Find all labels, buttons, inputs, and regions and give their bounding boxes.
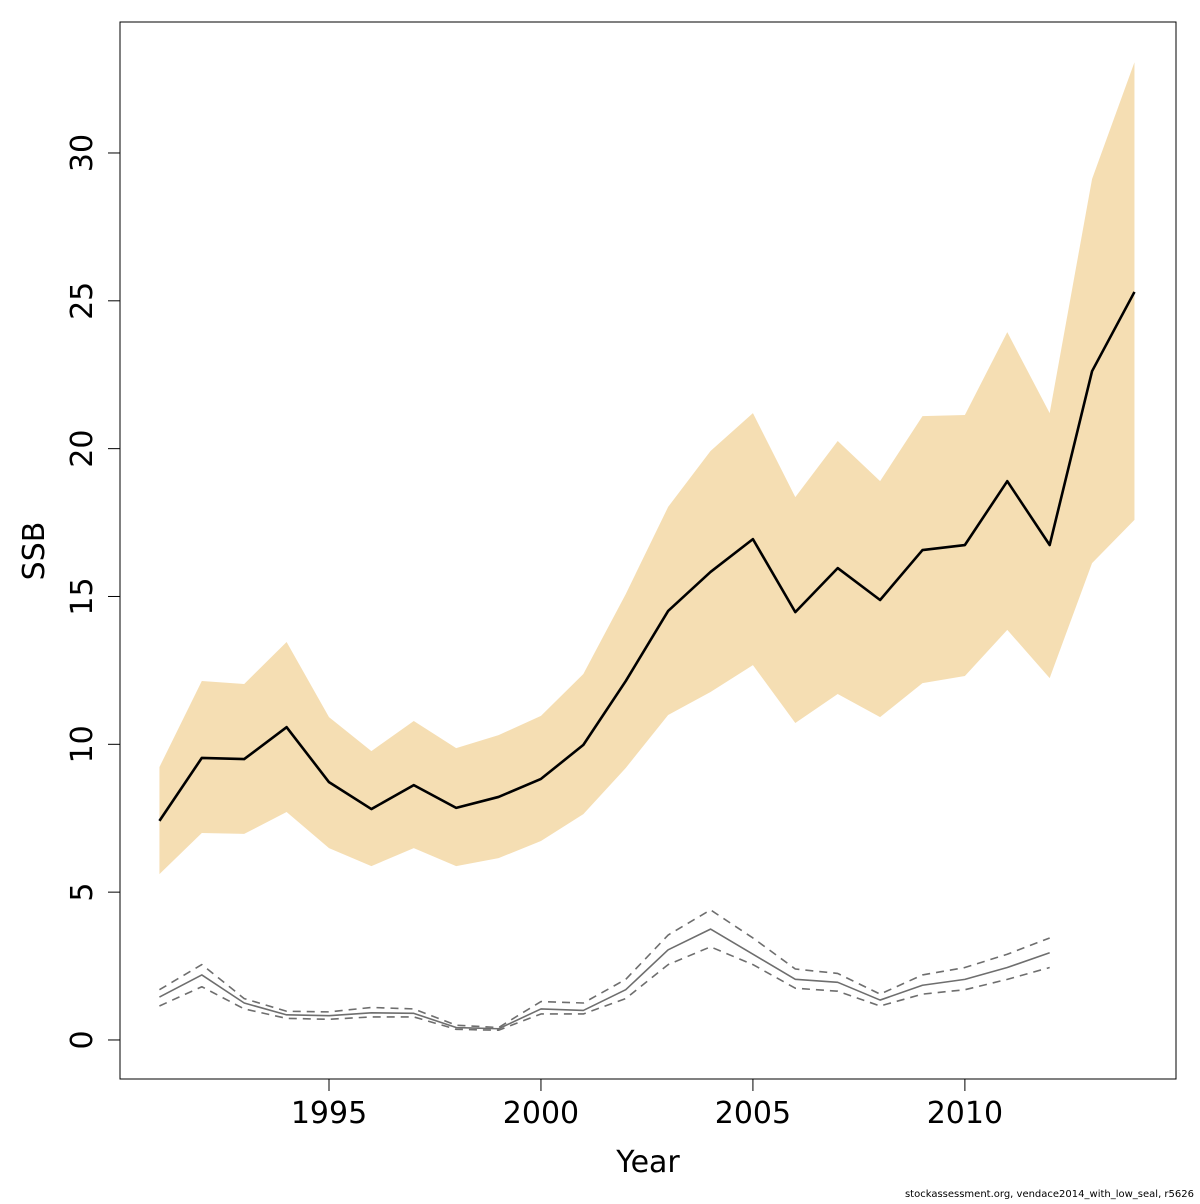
y-tick-label: 25 [65,282,100,320]
footnote: stockassessment.org, vendace2014_with_lo… [905,1189,1194,1200]
lower-bound-line [159,946,1050,1032]
confidence-band [159,62,1135,875]
x-axis-label: Year [615,1145,680,1180]
upper-bound-line [159,909,1050,1029]
x-tick-label: 1995 [291,1096,367,1131]
x-tick-label: 2005 [715,1096,791,1131]
estimate-line [158,291,1136,822]
y-tick-label: 20 [65,430,100,468]
x-tick-label: 2000 [503,1096,579,1131]
y-tick-label: 15 [65,577,100,615]
estimate-line [159,928,1050,1030]
y-tick-label: 30 [65,134,100,172]
y-tick-label: 5 [65,883,100,902]
y-axis-label: SSB [17,522,52,581]
x-tick-label: 2010 [927,1096,1003,1131]
y-tick-label: 10 [65,725,100,763]
y-tick-label: 0 [65,1030,100,1049]
